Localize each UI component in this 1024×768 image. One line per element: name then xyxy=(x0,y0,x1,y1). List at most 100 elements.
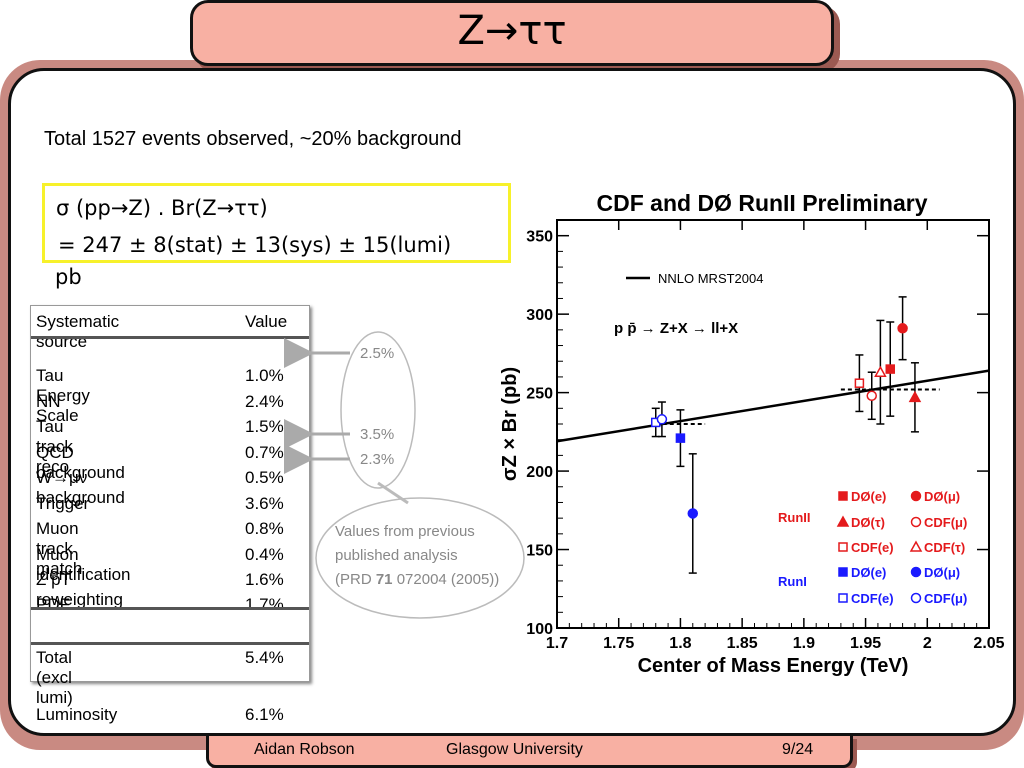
table-row-value: 1.6% xyxy=(245,570,284,589)
y-tick-label: 350 xyxy=(526,229,553,246)
legend-run-label: RunII xyxy=(778,510,811,525)
table-row-source: Tau Energy Scale xyxy=(36,366,90,425)
legend-label: CDF(τ) xyxy=(924,540,965,555)
y-tick-label: 150 xyxy=(526,543,553,560)
table-row-value: 0.7% xyxy=(245,443,284,462)
table-row-source: W→μν background xyxy=(36,468,125,507)
table-header-value: Value xyxy=(245,312,288,331)
legend-label: DØ(μ) xyxy=(924,565,960,580)
legend-label: CDF(e) xyxy=(851,591,894,606)
data-point xyxy=(874,365,887,377)
chart-title: CDF and DØ RunII Preliminary xyxy=(597,190,928,216)
cross-section-chart: CDF and DØ RunII Preliminary 1.7 1.75 1.8 1… xyxy=(499,190,1005,677)
y-tick-label: 200 xyxy=(526,464,553,481)
luminosity-label: Luminosity xyxy=(36,705,118,724)
x-tick-label: 2.05 xyxy=(973,635,1004,652)
table-row-source: Muon identification xyxy=(36,545,131,584)
legend-label: DØ(e) xyxy=(851,489,886,504)
x-tick-label: 1.7 xyxy=(546,635,568,652)
legend-marker xyxy=(910,516,922,528)
previous-value: 2.3% xyxy=(360,451,395,468)
y-axis-label: σZ × Br (pb) xyxy=(499,367,521,481)
table-row-value: 0.4% xyxy=(245,545,284,564)
x-tick-label: 1.85 xyxy=(727,635,758,652)
previous-values-ellipse xyxy=(340,331,416,489)
legend-theory-label: NNLO MRST2004 xyxy=(658,271,763,286)
process-label: p p̄ → Z+X → ll+X xyxy=(614,320,738,337)
legend-label: DØ(τ) xyxy=(851,515,885,530)
table-row-source: Tau track reco xyxy=(36,417,73,476)
previous-value: 2.5% xyxy=(360,345,395,362)
table-row-value: 3.6% xyxy=(245,494,284,513)
legend-label: DØ(μ) xyxy=(924,489,960,504)
legend-marker xyxy=(910,592,922,604)
legend-marker xyxy=(909,540,923,552)
title-tab xyxy=(190,0,834,66)
slide-title: Z→ττ xyxy=(457,8,567,54)
data-point xyxy=(908,390,922,403)
legend-marker xyxy=(838,542,848,552)
note-ellipse xyxy=(315,497,525,619)
data-point xyxy=(675,433,686,443)
legend-label: CDF(μ) xyxy=(924,591,967,606)
legend-marker xyxy=(838,593,848,603)
legend-run-label: RunI xyxy=(778,574,807,589)
footer-bar xyxy=(206,735,853,768)
cross-section-unit: pb xyxy=(55,265,82,289)
footer-page-number: 9/24 xyxy=(782,741,814,758)
x-tick-label: 2 xyxy=(923,635,932,652)
note-ref-volume: 71 xyxy=(375,571,393,588)
table-total-label: Total (excl lumi) xyxy=(36,648,73,707)
legend-label: DØ(e) xyxy=(851,565,886,580)
table-row-value: 0.8% xyxy=(245,519,284,538)
cross-section-formula: σ (pp→Z) . Br(Z→ττ) xyxy=(56,196,268,220)
table-divider xyxy=(31,336,309,339)
table-row-value: 2.4% xyxy=(245,392,284,411)
cross-section-value: = 247 ± 8(stat) ± 13(sys) ± 15(lumi) xyxy=(58,233,452,257)
x-tick-label: 1.8 xyxy=(669,635,691,652)
data-point xyxy=(897,323,908,334)
table-row-value: 0.5% xyxy=(245,468,284,487)
events-summary: Total 1527 events observed, ~20% backgro… xyxy=(44,128,462,150)
legend-marker xyxy=(836,515,850,527)
y-tick-label: 300 xyxy=(526,307,553,324)
legend-label: CDF(μ) xyxy=(924,515,967,530)
note-line: published analysis xyxy=(335,547,458,564)
note-line: Values from previous xyxy=(335,523,475,540)
note-ref-suffix: 072004 (2005)) xyxy=(392,571,500,588)
table-divider xyxy=(31,642,309,645)
systematics-table xyxy=(30,305,310,682)
note-line-reference: (PRD 71 072004 (2005)) xyxy=(335,571,499,588)
data-point xyxy=(866,390,877,402)
table-row-source: Z pT reweighting xyxy=(36,570,123,609)
x-axis-label: Center of Mass Energy (TeV) xyxy=(638,655,909,677)
legend-marker xyxy=(838,491,848,501)
table-row-source: NN xyxy=(36,392,61,411)
footer-author: Aidan Robson xyxy=(254,741,355,758)
previous-value: 3.5% xyxy=(360,426,395,443)
x-tick-label: 1.75 xyxy=(603,635,634,652)
legend-marker xyxy=(910,490,922,502)
cross-section-box xyxy=(42,183,511,263)
x-tick-label: 1.9 xyxy=(793,635,815,652)
callout-connector xyxy=(377,481,409,505)
data-point xyxy=(885,364,896,374)
table-row-value: 1.5% xyxy=(245,417,284,436)
table-total-value: 5.4% xyxy=(245,648,284,667)
table-row-value: 1.0% xyxy=(245,366,284,385)
theory-curve xyxy=(556,369,990,443)
legend-label: CDF(e) xyxy=(851,540,894,555)
data-point xyxy=(687,508,699,519)
luminosity-value: 6.1% xyxy=(245,705,284,724)
note-ref-prefix: (PRD xyxy=(335,571,376,588)
table-row-source: QCD background xyxy=(36,443,125,482)
y-tick-label: 250 xyxy=(526,386,553,403)
table-row-source: Muon track match xyxy=(36,519,83,578)
x-tick-label: 1.95 xyxy=(850,635,881,652)
table-divider xyxy=(31,607,309,610)
legend-marker xyxy=(838,567,848,577)
data-point xyxy=(656,414,668,425)
legend-marker xyxy=(910,566,922,578)
footer-institution: Glasgow University xyxy=(446,741,583,758)
